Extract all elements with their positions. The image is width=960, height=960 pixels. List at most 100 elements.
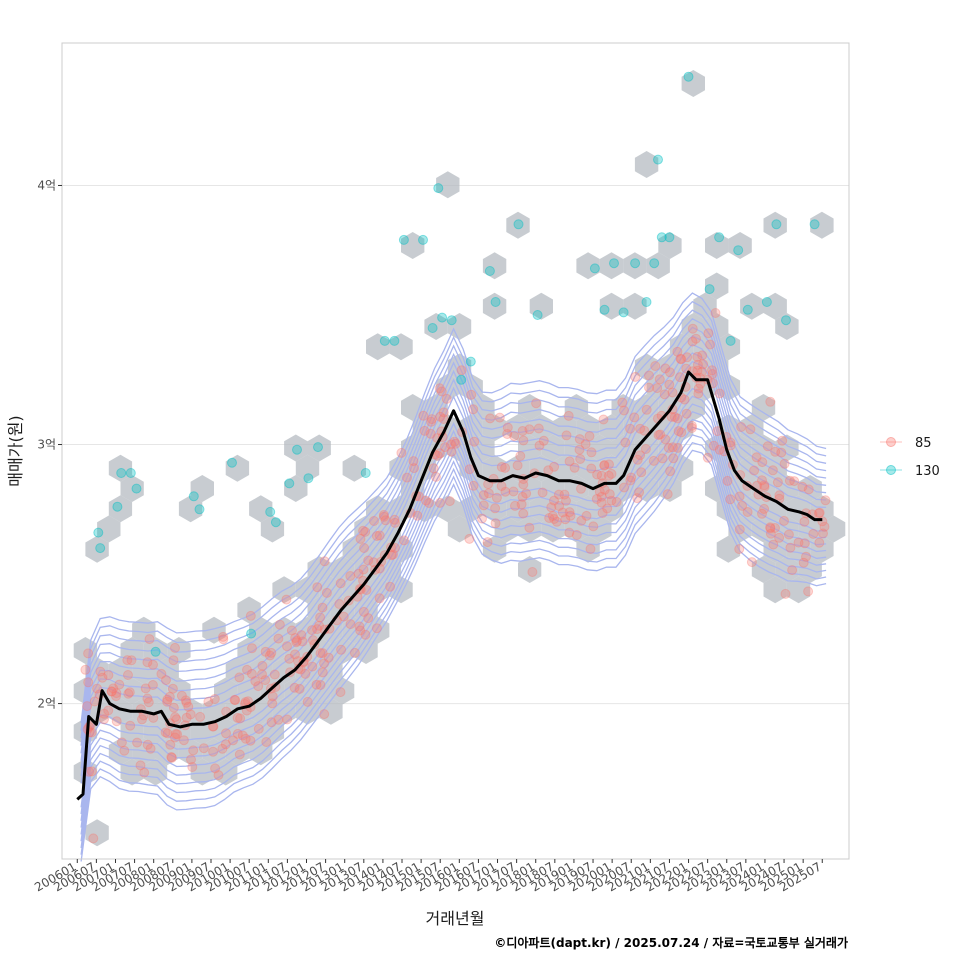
- point-85-370: [436, 386, 447, 397]
- point-85-439: [482, 537, 493, 548]
- hexbin-cell-136: [330, 556, 355, 583]
- contour-lower-3: [80, 411, 827, 828]
- hexbin-cell-255: [810, 211, 834, 239]
- point-130-8: [194, 504, 205, 515]
- point-85-158: [524, 522, 535, 533]
- point-85-71: [378, 510, 389, 520]
- point-130-25: [446, 315, 457, 326]
- hexbin-cell-127: [202, 738, 226, 766]
- point-85-221: [652, 383, 663, 394]
- point-85-323: [119, 745, 130, 756]
- contour-lower-2: [80, 403, 827, 821]
- point-85-198: [765, 396, 776, 407]
- point-85-353: [291, 637, 302, 648]
- hexbin-cell-240: [599, 252, 624, 280]
- point-85-484: [477, 513, 487, 524]
- point-85-93: [165, 739, 176, 750]
- hexbin-cell-214: [108, 454, 133, 482]
- point-85-396: [673, 426, 684, 437]
- point-85-317: [801, 551, 811, 562]
- point-85-272: [187, 762, 198, 772]
- point-85-261: [80, 664, 91, 675]
- point-85-305: [188, 745, 199, 756]
- point-130-6: [150, 646, 161, 657]
- point-85-437: [632, 454, 643, 465]
- hexbin-cell-106: [436, 495, 460, 523]
- point-85-130: [311, 679, 322, 690]
- point-85-333: [230, 695, 241, 706]
- point-85-109: [178, 735, 189, 746]
- point-85-129: [653, 430, 664, 440]
- point-85-14: [686, 420, 697, 431]
- hexbin-cell-254: [775, 313, 799, 340]
- point-85-277: [564, 507, 575, 518]
- point-85-153: [360, 629, 371, 640]
- point-85-330: [518, 508, 529, 519]
- point-85-344: [604, 459, 614, 470]
- point-85-160: [672, 413, 683, 424]
- point-85-444: [371, 623, 382, 634]
- hexbin-cell-93: [120, 637, 144, 664]
- point-85-4: [668, 453, 679, 464]
- point-85-504: [402, 472, 412, 483]
- point-85-94: [553, 489, 564, 500]
- point-85-243: [282, 714, 293, 725]
- point-85-287: [292, 635, 302, 646]
- point-85-321: [408, 456, 419, 467]
- hexbin-cell-235: [482, 292, 507, 320]
- legend: 85 130: [880, 436, 940, 479]
- point-130-51: [809, 219, 820, 230]
- point-85-487: [380, 515, 391, 526]
- point-85-291: [164, 691, 175, 702]
- point-85-134: [126, 655, 137, 666]
- point-130-44: [714, 232, 725, 243]
- point-85-266: [162, 696, 173, 707]
- point-85-8: [286, 625, 297, 636]
- point-85-91: [111, 691, 121, 702]
- point-85-325: [527, 567, 538, 577]
- point-85-290: [533, 423, 544, 434]
- point-85-414: [106, 686, 117, 697]
- point-85-376: [580, 439, 591, 450]
- point-85-394: [186, 754, 196, 765]
- point-85-204: [544, 513, 555, 523]
- point-85-324: [691, 333, 701, 344]
- point-85-424: [426, 414, 437, 425]
- point-85-489: [669, 412, 680, 422]
- point-85-141: [435, 497, 445, 508]
- point-85-44: [585, 544, 596, 554]
- point-85-416: [111, 688, 122, 699]
- point-85-24: [534, 440, 545, 451]
- point-85-200: [734, 491, 745, 502]
- point-85-289: [641, 404, 652, 415]
- point-85-178: [549, 461, 560, 472]
- point-130-20: [398, 234, 409, 245]
- hexbin-cell-246: [681, 70, 705, 97]
- point-85-295: [135, 760, 146, 771]
- point-85-234: [444, 496, 455, 507]
- point-85-135: [660, 363, 671, 374]
- point-85-351: [355, 533, 366, 544]
- point-85-34: [143, 697, 154, 708]
- point-85-236: [284, 653, 295, 664]
- point-85-45: [237, 730, 248, 741]
- legend-key-point-130: [886, 465, 896, 475]
- point-85-246: [156, 668, 167, 679]
- point-85-491: [289, 682, 300, 693]
- point-85-250: [512, 460, 523, 471]
- point-85-448: [168, 702, 179, 713]
- legend-label-130: 130: [915, 464, 940, 479]
- point-130-16: [313, 442, 323, 453]
- point-85-61: [686, 423, 697, 433]
- hexbin-cell-182: [272, 657, 296, 685]
- point-130-40: [656, 232, 667, 243]
- point-85-102: [599, 484, 610, 495]
- point-85-308: [538, 435, 549, 446]
- point-85-286: [509, 431, 520, 442]
- point-85-253: [515, 451, 526, 461]
- point-130-15: [303, 473, 314, 484]
- point-85-159: [103, 705, 114, 716]
- point-85-355: [664, 379, 675, 390]
- point-85-138: [430, 471, 441, 482]
